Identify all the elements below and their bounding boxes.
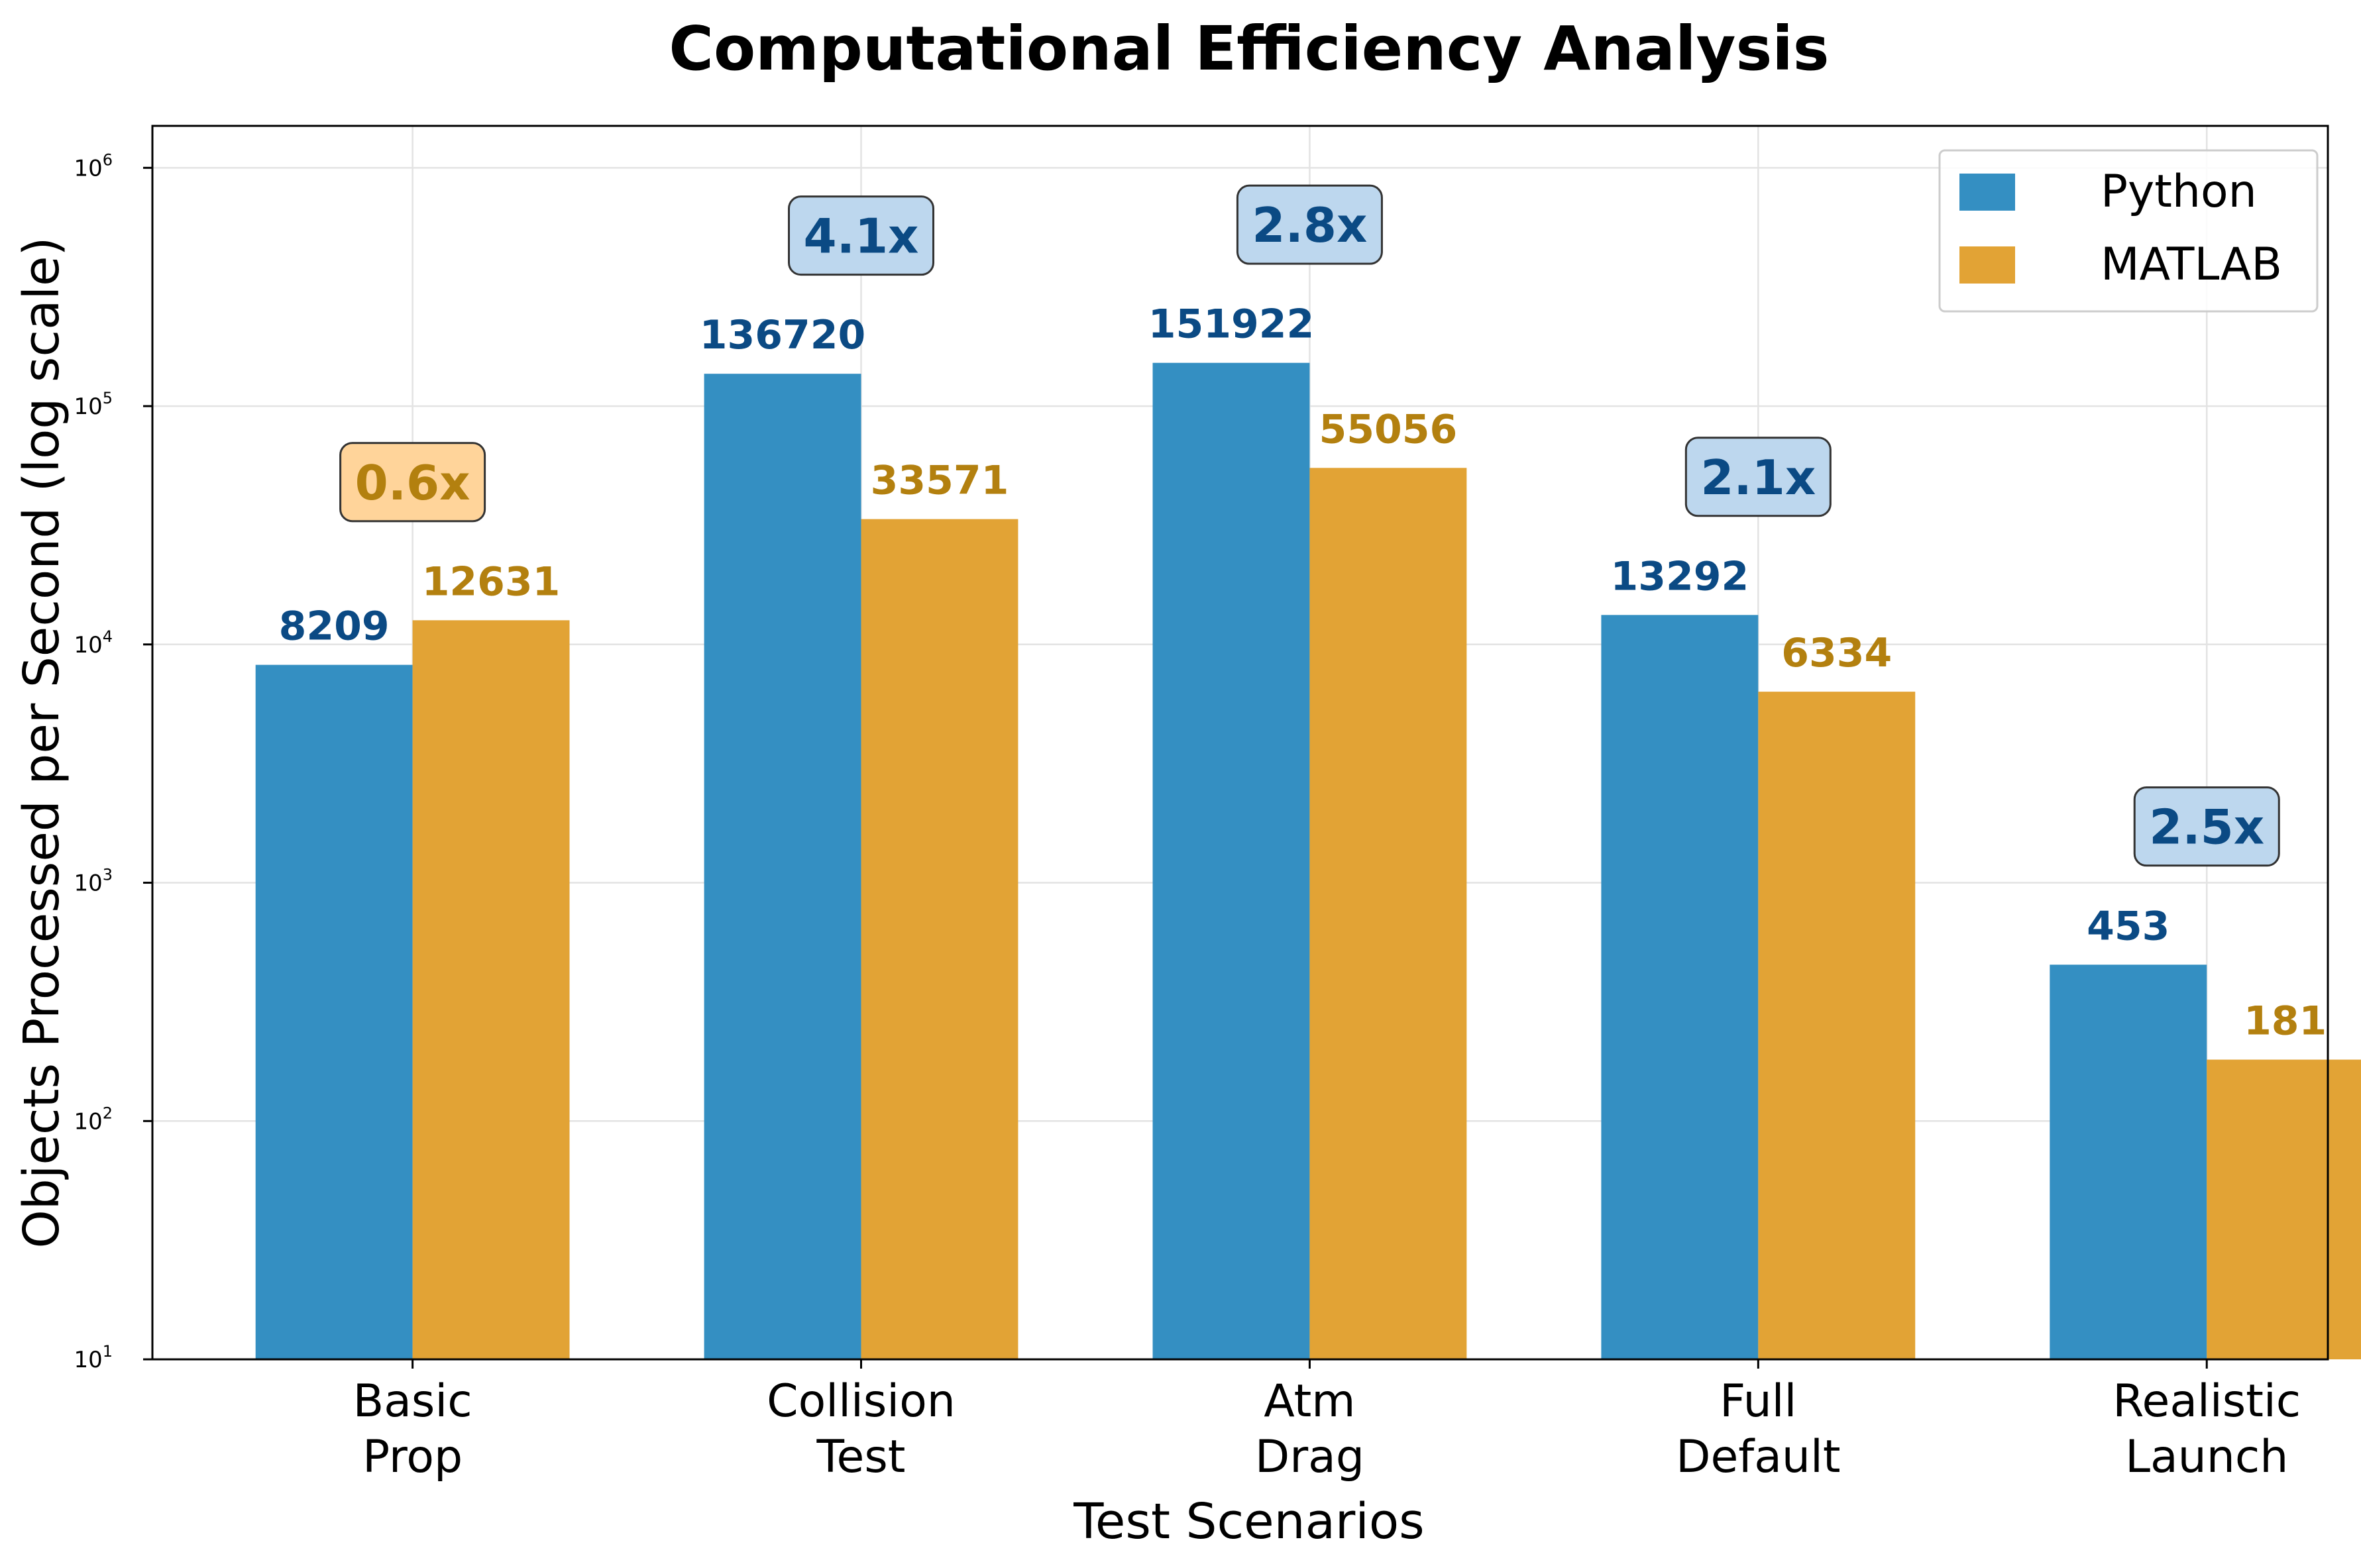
value-labels-layer: 8209 136720 151922 13292 453 12631 33571 55056 6… — [279, 301, 2327, 1045]
ratio-badge — [1236, 184, 1383, 265]
ratio-badge — [1684, 437, 1832, 517]
bar-python — [255, 664, 413, 1360]
ratio-badge-label: 0.6x — [355, 455, 470, 511]
ratio-badge-label: 4.1x — [804, 209, 919, 264]
bars-layer — [255, 362, 2361, 1360]
bar-python — [704, 374, 861, 1359]
x-tick-label: Full — [1720, 1375, 1796, 1428]
ratio-badges-layer: 0.6x 4.1x 2.8x 2.1x 2.5x — [339, 184, 2280, 867]
y-tick-label: 105 — [74, 389, 113, 420]
value-label-python: 13292 — [1610, 553, 1749, 600]
y-tick-label: 106 — [74, 150, 113, 182]
bar-python — [1601, 615, 1759, 1359]
value-label-matlab: 6334 — [1781, 630, 1892, 676]
bar-matlab — [861, 519, 1018, 1359]
ratio-badge — [2133, 786, 2280, 867]
y-tick-label: 101 — [74, 1342, 113, 1373]
ratio-badge-label: 2.5x — [2149, 800, 2264, 855]
plot-frame — [151, 125, 2329, 1361]
x-tick-label: Realistic — [2113, 1375, 2301, 1428]
legend: Python MATLAB — [1938, 149, 2319, 313]
y-tick-label: 103 — [74, 866, 113, 897]
x-tick-label: Atm — [1264, 1375, 1355, 1428]
value-label-matlab: 12631 — [422, 558, 561, 605]
legend-label-matlab: MATLAB — [2101, 238, 2282, 291]
ratio-badge — [788, 195, 935, 276]
x-tick-label: Drag — [1255, 1431, 1364, 1483]
bar-matlab — [1309, 468, 1467, 1360]
bar-matlab — [2207, 1059, 2361, 1359]
ratio-badge-label: 2.1x — [1700, 450, 1816, 505]
x-tick-label: Basic — [353, 1375, 472, 1428]
y-tick-label: 104 — [74, 627, 113, 658]
value-label-python: 136720 — [700, 312, 866, 358]
value-label-matlab: 181 — [2244, 998, 2327, 1045]
x-tick-label: Default — [1676, 1431, 1840, 1483]
legend-label-python: Python — [2101, 166, 2257, 218]
y-axis-label: Objects Processed per Second (log scale) — [13, 237, 70, 1249]
y-axis-ticks: 101 102 103 104 105 106 — [74, 150, 152, 1373]
value-label-matlab: 55056 — [1319, 406, 1458, 452]
x-tick-label: Collision — [767, 1375, 956, 1428]
value-label-python: 8209 — [279, 603, 390, 650]
bar-matlab — [1758, 692, 1916, 1359]
x-tick-label: Prop — [362, 1431, 463, 1483]
y-tick-label: 102 — [74, 1104, 113, 1135]
bar-matlab — [412, 620, 570, 1359]
chart-title: Computational Efficiency Analysis — [669, 13, 1829, 84]
x-tick-label: Test — [816, 1431, 906, 1483]
bar-python — [1152, 362, 1310, 1359]
legend-swatch-matlab — [1959, 246, 2015, 284]
ratio-badge — [339, 442, 486, 523]
x-axis-label: Test Scenarios — [1073, 1493, 1425, 1550]
ratio-badge-label: 2.8x — [1252, 197, 1367, 253]
bar-python — [2050, 965, 2207, 1359]
legend-frame — [1938, 149, 2319, 313]
value-label-matlab: 33571 — [871, 458, 1009, 504]
legend-swatch-python — [1959, 174, 2015, 211]
value-label-python: 453 — [2087, 903, 2169, 949]
x-tick-label: Launch — [2125, 1431, 2288, 1483]
value-label-python: 151922 — [1148, 301, 1315, 348]
